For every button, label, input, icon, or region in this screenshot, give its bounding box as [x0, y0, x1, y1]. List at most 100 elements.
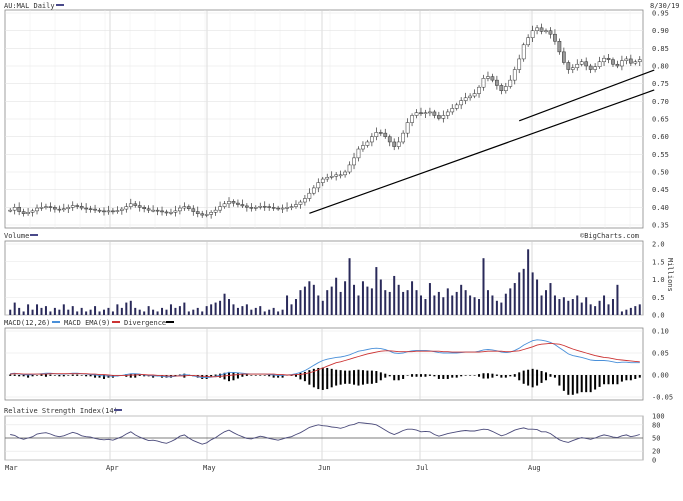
candle-body [70, 205, 75, 208]
candle-body [249, 207, 254, 209]
volume-bar [375, 267, 378, 315]
volume-bar [102, 309, 105, 315]
month-label: Aug [528, 464, 541, 472]
macd-tick-label: 0.05 [652, 350, 669, 358]
volume-bar [442, 297, 445, 315]
volume-bar [36, 304, 39, 315]
divergence-bar [388, 375, 391, 377]
candle-body [356, 148, 361, 159]
divergence-bar [531, 368, 534, 388]
price-tick-label: 0.60 [652, 133, 669, 141]
volume-bar [558, 299, 561, 315]
candle-body [383, 132, 388, 137]
divergence-bar [53, 375, 56, 376]
divergence-bar [411, 374, 414, 377]
volume-bar [335, 277, 338, 315]
volume-bar [553, 295, 556, 315]
volume-bar [272, 307, 275, 315]
volume-bar [308, 281, 311, 315]
volume-tick-label: 1.0 [652, 276, 665, 284]
divergence-bar [317, 367, 320, 390]
divergence-bar [254, 375, 257, 376]
volume-bar [527, 249, 530, 315]
volume-title: Volume [4, 232, 29, 240]
divergence-bar [335, 369, 338, 386]
divergence-bar [241, 374, 244, 377]
divergence-bar [406, 375, 409, 376]
volume-bar [406, 290, 409, 315]
price-tick-label: 0.65 [652, 116, 669, 124]
volume-bar [134, 307, 137, 315]
candle-body [495, 79, 499, 86]
volume-bar [611, 299, 614, 315]
candle-body [258, 206, 263, 208]
bigcharts-watermark: ©BigCharts.com [580, 232, 639, 240]
volume-bar [98, 311, 101, 315]
divergence-bar [464, 375, 467, 376]
divergence-bar [31, 375, 34, 377]
candle-body [222, 203, 227, 207]
divergence-bar [348, 370, 351, 384]
volume-bar [545, 290, 548, 315]
macd-tick-label: 0.10 [652, 328, 669, 336]
candle-body [521, 44, 526, 60]
volume-bar [116, 304, 119, 315]
month-labels: Mar Apr May Jun Jul Aug [5, 464, 541, 472]
trendline [309, 89, 655, 214]
candle-body [276, 207, 280, 210]
volume-bar [460, 284, 463, 315]
divergence-bar [76, 374, 79, 376]
candle-body [146, 208, 151, 211]
candle-body [155, 209, 160, 212]
candle-body [137, 205, 142, 208]
divergence-bar [321, 367, 324, 390]
signal-legend-swatch [112, 321, 120, 323]
divergence-bar [228, 371, 231, 382]
volume-bar [58, 309, 61, 315]
volume-bar [49, 311, 52, 315]
divergence-bar [13, 374, 16, 376]
volume-bar [147, 306, 150, 315]
macd-title: MACD(12,26) [4, 319, 50, 327]
divergence-bar [281, 375, 284, 378]
macd-legend-swatch [52, 321, 60, 323]
signal-line [10, 342, 640, 378]
candle-body [320, 178, 325, 183]
candle-body [526, 37, 530, 46]
divergence-bar [245, 374, 248, 376]
price-tick-label: 0.85 [652, 45, 669, 53]
divergence-bar [620, 375, 623, 382]
divergence-bar [44, 374, 47, 377]
volume-bar [634, 306, 637, 315]
volume-bar [366, 286, 369, 315]
volume-bar [303, 286, 306, 315]
candle-body [334, 174, 339, 177]
volume-bar [549, 283, 552, 315]
candle-body [468, 95, 472, 99]
divergence-bar [143, 375, 146, 377]
divergence-bar [80, 375, 83, 376]
candle-body [387, 136, 392, 143]
candle-body [419, 112, 423, 114]
volume-bar [603, 295, 606, 315]
candle-body [593, 66, 597, 70]
divergence-bar [210, 375, 213, 377]
volume-bar [495, 300, 498, 315]
candle-body [503, 86, 508, 91]
volume-bar [31, 309, 34, 315]
divergence-legend-swatch [166, 321, 174, 323]
divergence-bar [603, 375, 606, 385]
divergence-bar [625, 375, 628, 381]
divergence-bar [424, 374, 427, 377]
candle-body [557, 41, 562, 53]
candle-body [186, 206, 191, 209]
volume-bar [317, 295, 320, 315]
candle-body [115, 210, 120, 212]
candle-body [597, 61, 602, 67]
candle-body [423, 112, 428, 114]
volume-bar [486, 290, 489, 315]
macd-tick-label: 0.00 [652, 372, 669, 380]
divergence-bar [518, 372, 521, 381]
candle-body [410, 115, 414, 123]
volume-bar [210, 304, 213, 315]
